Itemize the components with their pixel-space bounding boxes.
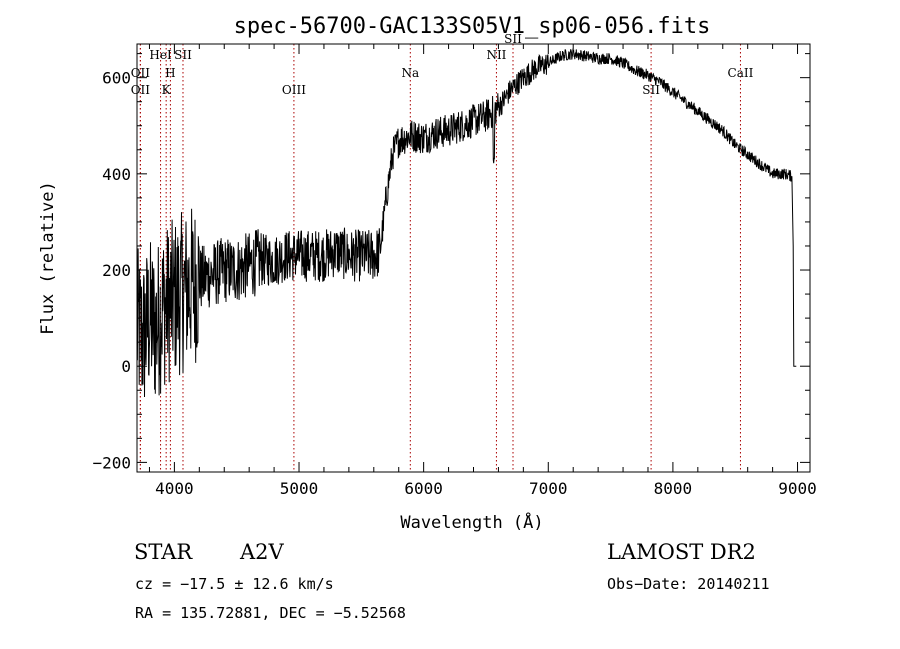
y-tick-label-1: 0 [121,357,131,376]
line-label-6: OIII [282,83,306,97]
line-label-1: OII [131,83,151,97]
line-label-0: OII [131,66,151,80]
y-tick-label-0: −200 [92,453,131,472]
redshift-velocity: cz = −17.5 ± 12.6 km/s [135,575,334,593]
line-label-11: CaII [728,66,754,80]
observation-date: Obs−Date: 20140211 [607,575,770,593]
y-axis-label: Flux (relative) [38,181,58,335]
chart-title: spec-56700-GAC133S05V1_sp06-056.fits [234,14,711,39]
x-axis-label: Wavelength (Å) [400,511,543,533]
object-type: STAR [134,540,193,564]
y-tick-label-2: 200 [102,261,131,280]
line-label-5: SII [174,48,192,62]
x-tick-label-3: 7000 [529,479,568,498]
line-label-3: H [165,66,175,80]
line-label-10: SII [642,83,660,97]
x-tick-label-2: 6000 [404,479,443,498]
y-tick-label-4: 600 [102,69,131,88]
line-label-4: K [162,83,172,97]
line-label-8: NII [486,48,506,62]
line-label-9: SII [504,32,522,46]
survey-name: LAMOST DR2 [607,540,756,564]
x-tick-label-5: 9000 [778,479,817,498]
x-tick-label-4: 8000 [654,479,693,498]
x-tick-label-0: 4000 [155,479,194,498]
x-tick-label-1: 5000 [280,479,319,498]
y-tick-label-3: 400 [102,165,131,184]
spectrum-line [137,48,797,398]
spectral-subclass: A2V [240,540,284,564]
line-label-7: Na [401,66,419,80]
line-label-2: HeI [149,48,172,62]
coordinates: RA = 135.72881, DEC = −5.52568 [135,604,406,622]
